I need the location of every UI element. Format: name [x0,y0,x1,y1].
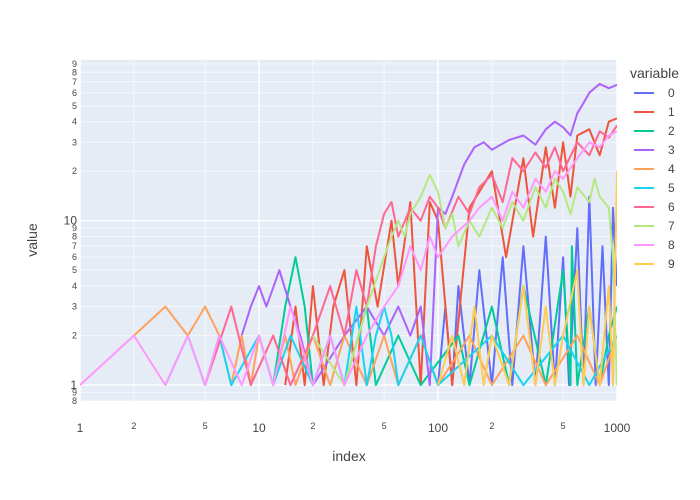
x-minor-tick-label: 2 [310,421,315,431]
legend-item-8[interactable]: 8 [634,238,675,252]
legend-label: 2 [668,124,675,138]
legend-label: 6 [668,200,675,214]
legend-label: 0 [668,86,675,100]
legend-item-9[interactable]: 9 [634,257,675,271]
series-line-7 [312,173,617,387]
y-minor-tick-label: 3 [72,302,77,312]
y-minor-tick-label: 8 [72,67,77,77]
x-minor-tick-label: 5 [561,421,566,431]
legend-label: 7 [668,219,675,233]
legend-item-1[interactable]: 1 [634,105,675,119]
series-line-8 [80,130,617,387]
legend-item-4[interactable]: 4 [634,162,675,176]
legend-title: variable [630,65,679,81]
y-minor-tick-label: 4 [72,117,77,127]
x-tick-labels: 2 5 2 5 2 5 1 10 100 1000 [77,421,631,435]
y-minor-tick-label: 9 [72,59,77,69]
y-axis-title: value [24,223,40,257]
series-line-9 [437,171,617,387]
y-minor-tick-label: 3 [72,137,77,147]
legend-item-6[interactable]: 6 [634,200,675,214]
y-major-tick-label: 1 [70,378,77,392]
y-minor-tick-label: 8 [72,232,77,242]
x-major-tick-label: 1000 [604,421,631,435]
y-minor-tick-label: 5 [72,101,77,111]
legend-label: 3 [668,143,675,157]
legend-label: 9 [668,257,675,271]
y-minor-tick-label: 8 [72,396,77,406]
y-minor-tick-label: 9 [72,388,77,398]
y-minor-tick-label: 4 [72,281,77,291]
y-minor-tick-label: 7 [72,77,77,87]
legend-label: 1 [668,105,675,119]
x-minor-tick-label: 5 [382,421,387,431]
legend-item-2[interactable]: 2 [634,124,675,138]
legend-label: 8 [668,238,675,252]
x-major-tick-label: 1 [77,421,84,435]
x-axis-title: index [332,448,365,464]
x-minor-tick-label: 5 [203,421,208,431]
plot-background [80,60,617,401]
legend: variable 0 1 2 3 4 5 6 7 8 9 [630,65,679,271]
x-minor-tick-label: 2 [489,421,494,431]
y-major-tick-label: 10 [64,214,78,228]
x-major-tick-label: 10 [252,421,266,435]
y-minor-tick-label: 6 [72,252,77,262]
series-line-6 [204,124,617,387]
series-line-0 [437,195,617,387]
legend-item-0[interactable]: 0 [634,86,675,100]
legend-item-5[interactable]: 5 [634,181,675,195]
y-minor-tick-label: 2 [72,166,77,176]
x-major-tick-label: 100 [428,421,448,435]
y-minor-tick-label: 6 [72,88,77,98]
y-minor-tick-label: 9 [72,223,77,233]
legend-label: 5 [668,181,675,195]
legend-item-7[interactable]: 7 [634,219,675,233]
y-minor-tick-label: 2 [72,331,77,341]
legend-label: 4 [668,162,675,176]
series-lines [80,82,617,387]
y-minor-tick-label: 5 [72,265,77,275]
x-minor-tick-label: 2 [131,421,136,431]
legend-item-3[interactable]: 3 [634,143,675,157]
y-minor-tick-label: 7 [72,241,77,251]
